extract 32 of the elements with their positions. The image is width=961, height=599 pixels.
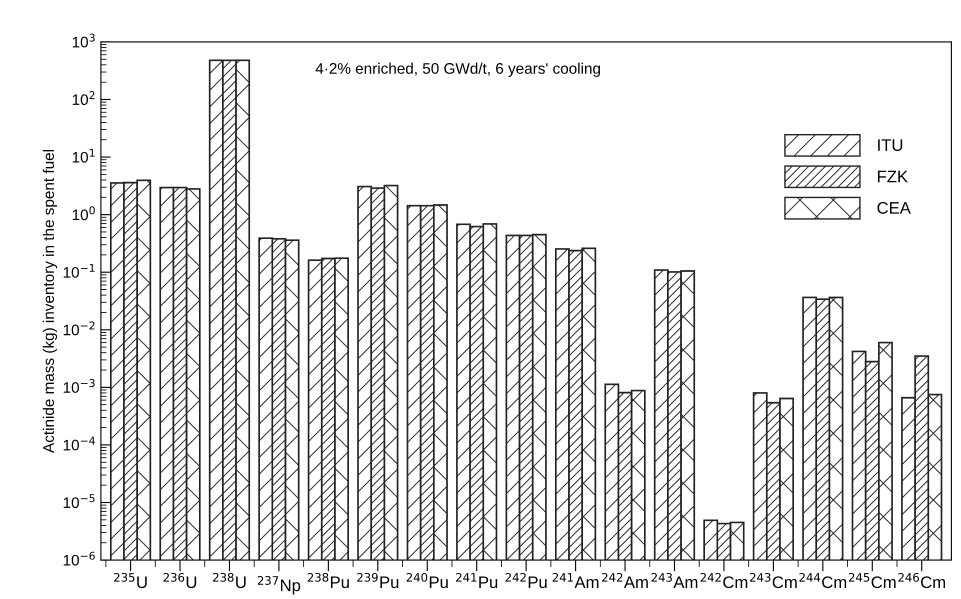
y-tick-label: 10$^{0}$: [72, 206, 95, 220]
x-tick-label: $^{238}$Pu: [308, 572, 349, 588]
x-tick-label: $^{237}$Np: [258, 576, 300, 595]
x-tick-label: $^{242}$Pu: [505, 572, 547, 588]
x-tick-label: $^{243}$Cm: [750, 572, 797, 588]
y-tick-label: 10$^{−4}$: [64, 436, 95, 451]
x-tick-label: $^{235}$U: [114, 572, 147, 588]
x-tick-label: $^{242}$Cm: [700, 572, 748, 588]
annotation: 4·2% enriched, 50 GWd/t, 6 years' cooling: [316, 62, 600, 77]
x-tick-label: $^{241}$Pu: [456, 572, 498, 588]
y-tick-label: 10$^{−3}$: [64, 378, 95, 393]
x-tick-label: $^{245}$Cm: [848, 572, 896, 588]
y-tick-label: 10$^{−5}$: [64, 494, 95, 508]
x-tick-label: $^{243}$Am: [652, 572, 698, 588]
x-tick-label: $^{241}$Am: [552, 572, 598, 588]
x-tick-label: $^{246}$Cm: [898, 572, 946, 588]
y-tick-label: 10$^{2}$: [72, 91, 94, 106]
legend-label: CEA: [877, 202, 911, 214]
x-tick-label: $^{244}$Cm: [799, 572, 846, 588]
y-tick-label: 10$^{−1}$: [64, 264, 95, 278]
x-tick-label: $^{239}$Pu: [357, 572, 398, 588]
y-tick-label: 10$^{−6}$: [64, 552, 95, 566]
x-tick-label: $^{238}$U: [212, 572, 246, 588]
legend-label: FZK: [878, 170, 908, 182]
y-axis-title: Actinide mass (kg) inventory in the spent fuel: [42, 150, 58, 453]
x-tick-label: $^{236}$U: [164, 572, 196, 588]
y-tick-label: 10$^{−2}$: [64, 321, 94, 336]
x-tick-label: $^{240}$Pu: [406, 572, 448, 588]
x-tick-label: $^{242}$Am: [602, 572, 648, 588]
legend-label: ITU: [878, 139, 902, 151]
y-tick-label: 10$^{3}$: [72, 34, 95, 48]
y-tick-label: 10$^{1}$: [72, 148, 95, 163]
